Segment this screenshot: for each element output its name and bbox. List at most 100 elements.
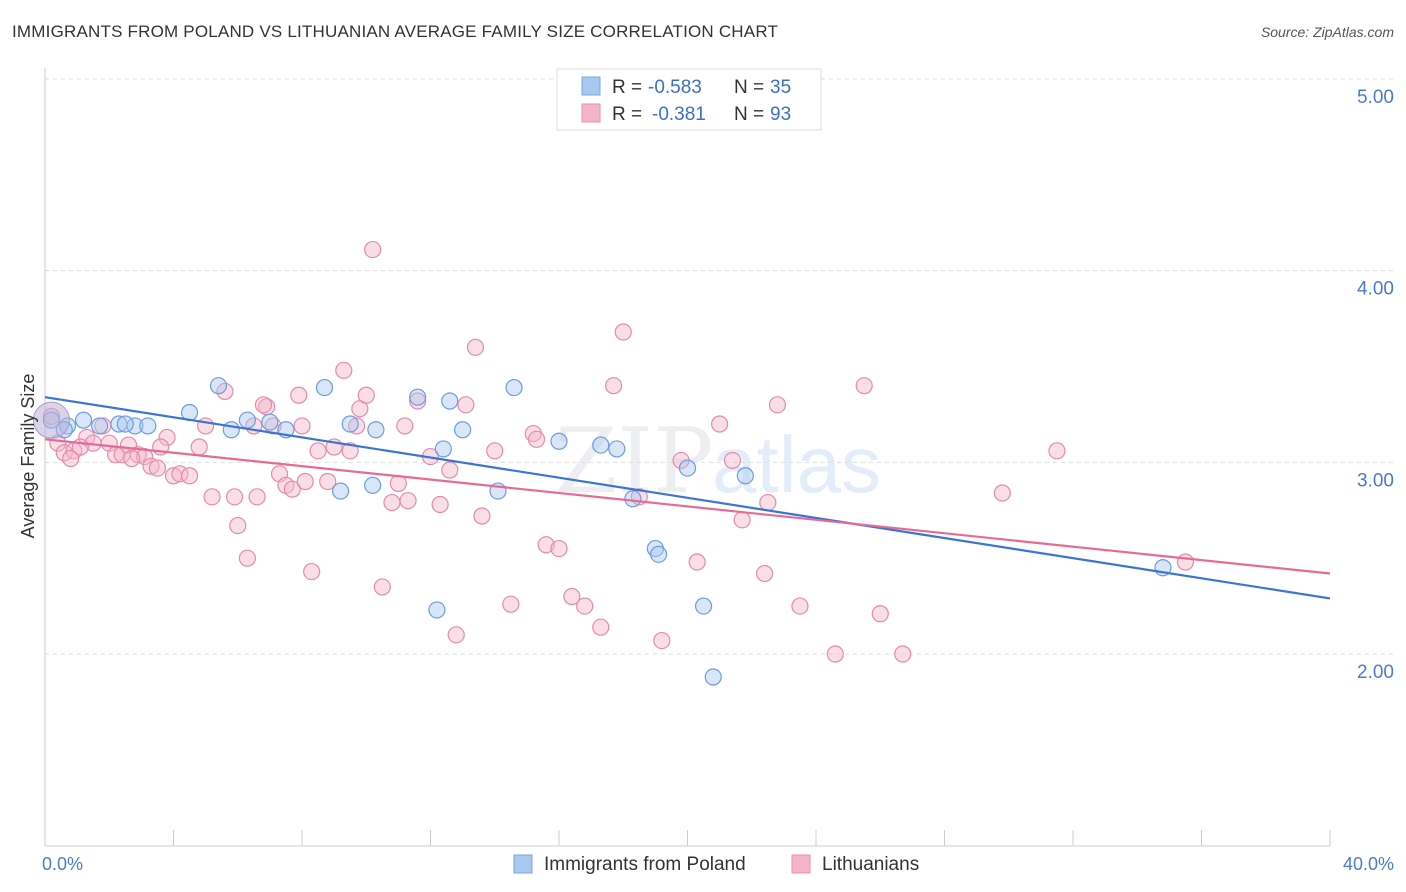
poland-point [678, 459, 697, 477]
lithuanians-point [135, 447, 154, 466]
y-tick-label: 3.00 [1357, 470, 1394, 491]
bottom-legend-label-lithuanians: Lithuanians [822, 854, 919, 875]
lithuanians-point [348, 417, 366, 435]
lithuanians-point [550, 539, 568, 558]
grid-lines [45, 78, 1395, 655]
lithuanians-point [197, 417, 215, 435]
lithuanians-point [309, 442, 327, 460]
lithuanians-point [576, 597, 594, 615]
poland-point [364, 476, 382, 494]
trend-lines [32, 396, 1331, 600]
poland-point [209, 377, 228, 395]
lithuanians-point [759, 493, 777, 512]
lithuanians-point [855, 377, 873, 395]
legend-swatch-poland [581, 76, 601, 96]
poland-point [694, 597, 713, 615]
y-tick-label: 5.00 [1357, 87, 1394, 108]
lithuanians-point [473, 507, 491, 525]
lithuanians-point [123, 449, 141, 468]
poland-point [238, 411, 256, 429]
legend-bottom: Immigrants from Poland Lithuanians [513, 854, 919, 875]
lithuanians-point [1048, 442, 1066, 460]
lithuanians-point [592, 618, 610, 636]
poland-point [331, 482, 350, 500]
watermark-zip: ZIP [555, 409, 714, 514]
lithuanians-point [357, 386, 375, 404]
bottom-legend-swatch-lithuanians [791, 854, 811, 874]
lithuanians-point [319, 472, 337, 491]
lithuanians-point [190, 438, 208, 456]
lithuanians-point [466, 338, 485, 356]
poland-point [441, 392, 459, 410]
legend-r-label-poland: R = [612, 77, 642, 98]
poland-point [736, 467, 754, 485]
lithuanians-point [614, 323, 632, 341]
y-tick-label: 4.00 [1357, 279, 1394, 300]
lithuanians-point [486, 442, 504, 460]
y-axis-label: Average Family Size [18, 374, 38, 539]
lithuanians-point [711, 415, 729, 433]
lithuanians-point [537, 536, 555, 554]
lithuanians-point [229, 516, 247, 535]
lithuanians-point [283, 480, 301, 498]
lithuanians-point [447, 626, 465, 644]
lithuanians-point [254, 396, 273, 414]
poland-point [409, 388, 427, 406]
poland-point [315, 378, 334, 397]
lithuanians-point [409, 392, 427, 410]
lithuanians-point [158, 428, 176, 447]
lithuanians-point [723, 451, 742, 470]
lithuanians-point [431, 495, 449, 514]
lithuanians-point [755, 564, 774, 583]
lithuanians-point [826, 645, 844, 663]
poland-point [550, 432, 568, 450]
lithuanians-point [894, 645, 912, 663]
legend-top: R = -0.583 N = 35 R = -0.381 N = 93 [556, 68, 822, 131]
lithuanians-point [768, 396, 787, 414]
poland-point [139, 417, 157, 435]
x-tick-label-max: 40.0% [1343, 854, 1394, 874]
lithuanians-point [993, 484, 1011, 502]
legend-n-value-lithuanians: 93 [770, 104, 791, 125]
poland-point [649, 545, 668, 563]
lithuanians-point [303, 562, 321, 581]
lithuanians-point [791, 597, 809, 615]
legend-box [556, 68, 822, 131]
lithuanians-point [248, 488, 266, 506]
poland-point [608, 440, 626, 458]
lithuanians-point [341, 442, 359, 460]
lithuanians-point [441, 461, 459, 479]
poland-point [434, 440, 452, 458]
axes [44, 68, 1331, 847]
lithuanians-trend-line [44, 438, 1331, 575]
legend-r-label-lithuanians: R = [612, 104, 642, 125]
lithuanians-point [238, 549, 256, 567]
lithuanians-point [142, 457, 160, 475]
y-tick-labels: 2.00 3.00 4.00 5.00 [1357, 87, 1394, 683]
poland-points [42, 377, 1172, 686]
lithuanians-point [216, 382, 234, 401]
poland-point [91, 417, 109, 435]
legend-swatch-lithuanians [581, 103, 601, 123]
poland-point [222, 421, 240, 439]
poland-trend-line [44, 396, 1331, 600]
poland-point [341, 415, 359, 433]
bottom-legend-label-poland: Immigrants from Poland [544, 854, 746, 875]
lithuanians-point [605, 377, 623, 395]
poland-point [367, 421, 385, 439]
poland-point [505, 378, 523, 397]
legend-n-value-poland: 35 [770, 77, 791, 98]
lithuanians-point [290, 386, 308, 404]
legend-r-value-lithuanians: -0.381 [652, 104, 706, 125]
lithuanians-point [373, 578, 391, 596]
lithuanians-point [180, 467, 199, 485]
lithuanians-point [457, 396, 475, 414]
lithuanians-point [78, 428, 96, 447]
lithuanians-point [688, 553, 706, 571]
lithuanians-point [225, 488, 244, 506]
lithuanians-point [563, 587, 581, 606]
bottom-legend-swatch-poland [513, 854, 533, 874]
lithuanians-point [871, 605, 889, 623]
lithuanians-point [502, 595, 520, 613]
